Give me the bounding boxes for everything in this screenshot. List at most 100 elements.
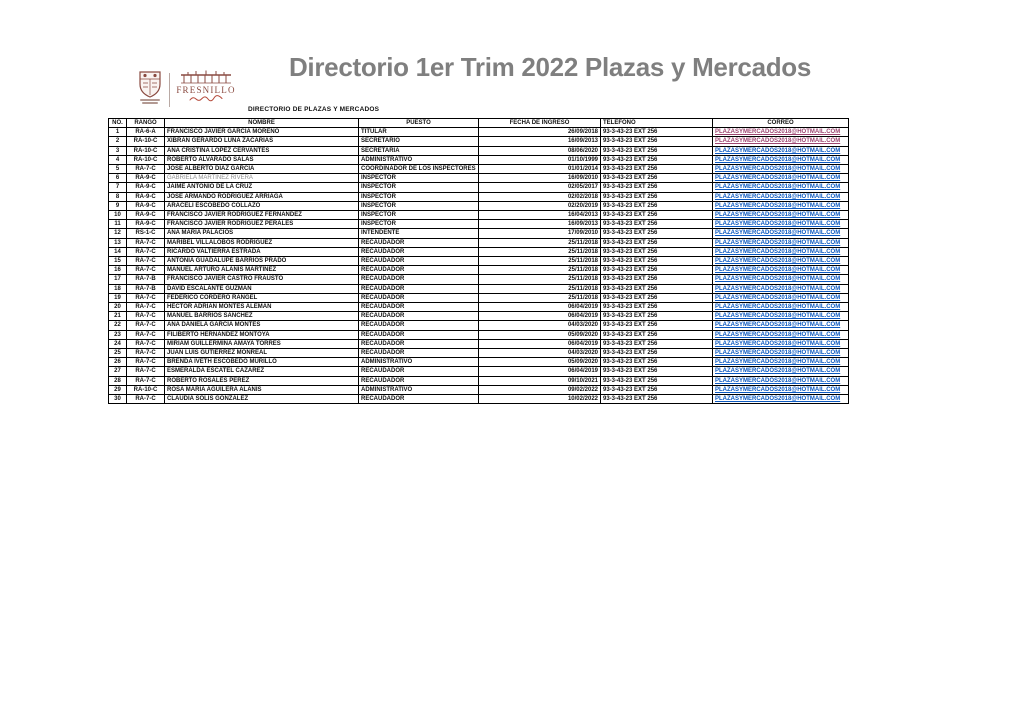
cell-puesto: RECAUDADOR: [358, 302, 479, 313]
cell-rango: RA-9-C: [126, 210, 165, 221]
email-link[interactable]: PLAZASYMERCADOS2018@HOTMAIL.COM: [715, 359, 841, 366]
email-link[interactable]: PLAZASYMERCADOS2018@HOTMAIL.COM: [715, 248, 841, 255]
cell-fecha-ingreso: 06/04/2019: [478, 366, 601, 377]
cell-nombre: ROSA MARIA AGUILERA ALANIS: [164, 384, 359, 396]
email-link[interactable]: PLAZASYMERCADOS2018@HOTMAIL.COM: [715, 294, 841, 301]
cell-telefono: 93-3-43-23 EXT 256: [600, 366, 713, 377]
cell-fecha-ingreso: 08/06/2020: [478, 145, 601, 156]
cell-rango: RA-9-C: [126, 200, 165, 212]
cell-rango: RA-7-C: [126, 246, 165, 258]
cell-telefono: 93-3-43-23 EXT 256: [600, 283, 713, 294]
cell-rango: RA-7-C: [126, 237, 165, 248]
email-link[interactable]: PLAZASYMERCADOS2018@HOTMAIL.COM: [715, 340, 841, 347]
cell-rango: RA-7-C: [126, 311, 165, 322]
cell-telefono: 93-3-43-23 EXT 256: [600, 164, 713, 175]
email-link[interactable]: PLAZASYMERCADOS2018@HOTMAIL.COM: [715, 129, 841, 136]
email-link[interactable]: PLAZASYMERCADOS2018@HOTMAIL.COM: [715, 304, 841, 311]
email-link[interactable]: PLAZASYMERCADOS2018@HOTMAIL.COM: [715, 368, 841, 375]
cell-puesto: INSPECTOR: [358, 191, 479, 202]
email-link[interactable]: PLAZASYMERCADOS2018@HOTMAIL.COM: [715, 147, 841, 154]
cell-fecha-ingreso: 06/04/2019: [478, 311, 601, 322]
cell-no: 20: [108, 302, 127, 313]
cell-no: 1: [108, 127, 127, 138]
email-link[interactable]: PLAZASYMERCADOS2018@HOTMAIL.COM: [715, 239, 841, 246]
email-link[interactable]: PLAZASYMERCADOS2018@HOTMAIL.COM: [715, 202, 841, 209]
cell-no: 5: [108, 164, 127, 175]
table-header-row: NO. RANGO NOMBRE PUESTO FECHA DE INGRESO TELE…: [108, 117, 849, 129]
table-row: 12 RS-1-C ANA MARIA PALACIOS INTENDENTE 17/0…: [108, 228, 849, 239]
table-row: 20 RA-7-C HECTOR ADRIAN MONTES ALEMAN RECAU…: [108, 302, 849, 313]
cell-correo: PLAZASYMERCADOS2018@HOTMAIL.COM: [712, 384, 849, 396]
cell-no: 28: [108, 375, 127, 386]
cell-telefono: 93-3-43-23 EXT 256: [600, 384, 713, 396]
cell-fecha-ingreso: 09/10/2021: [478, 375, 601, 386]
cell-telefono: 93-3-43-23 EXT 256: [600, 265, 713, 276]
email-link[interactable]: PLAZASYMERCADOS2018@HOTMAIL.COM: [715, 386, 841, 393]
cell-fecha-ingreso: 16/09/2010: [478, 173, 601, 184]
cell-puesto: RECAUDADOR: [358, 265, 479, 276]
table-row: 29 RA-10-C ROSA MARIA AGUILERA ALANIS ADMIN…: [108, 384, 849, 396]
cell-rango: RS-1-C: [126, 228, 165, 239]
cell-correo: PLAZASYMERCADOS2018@HOTMAIL.COM: [712, 320, 849, 331]
cell-no: 7: [108, 182, 127, 193]
email-link[interactable]: PLAZASYMERCADOS2018@HOTMAIL.COM: [715, 156, 841, 163]
cell-correo: PLAZASYMERCADOS2018@HOTMAIL.COM: [712, 200, 849, 212]
cell-fecha-ingreso: 16/09/2013: [478, 219, 601, 230]
cell-puesto: RECAUDADOR: [358, 348, 479, 359]
cell-correo: PLAZASYMERCADOS2018@HOTMAIL.COM: [712, 145, 849, 156]
email-link[interactable]: PLAZASYMERCADOS2018@HOTMAIL.COM: [715, 193, 841, 200]
email-link[interactable]: PLAZASYMERCADOS2018@HOTMAIL.COM: [715, 184, 841, 191]
email-link[interactable]: PLAZASYMERCADOS2018@HOTMAIL.COM: [715, 285, 841, 292]
cell-no: 16: [108, 265, 127, 276]
cell-nombre: JUAN LUIS GUTIERREZ MONREAL: [164, 348, 359, 359]
cell-rango: RA-10-C: [126, 154, 165, 166]
email-link[interactable]: PLAZASYMERCADOS2018@HOTMAIL.COM: [715, 230, 841, 237]
cell-nombre: JOSE ALBERTO DIAZ GARCIA: [164, 164, 359, 175]
email-link[interactable]: PLAZASYMERCADOS2018@HOTMAIL.COM: [715, 396, 841, 403]
table-row: 3 RA-10-C ANA CRISTINA LOPEZ CERVANTES SECR…: [108, 145, 849, 156]
page-title: Directorio 1er Trim 2022 Plazas y Mercad…: [288, 52, 812, 82]
cell-puesto: COORDINADOR DE LOS INSPECTORES: [358, 164, 479, 175]
email-link[interactable]: PLAZASYMERCADOS2018@HOTMAIL.COM: [715, 322, 841, 329]
email-link[interactable]: PLAZASYMERCADOS2018@HOTMAIL.COM: [715, 175, 841, 182]
cell-fecha-ingreso: 06/04/2019: [478, 338, 601, 350]
cell-telefono: 93-3-43-23 EXT 256: [600, 154, 713, 166]
email-link[interactable]: PLAZASYMERCADOS2018@HOTMAIL.COM: [715, 138, 841, 145]
email-link[interactable]: PLAZASYMERCADOS2018@HOTMAIL.COM: [715, 377, 841, 384]
cell-correo: PLAZASYMERCADOS2018@HOTMAIL.COM: [712, 394, 849, 405]
cell-puesto: RECAUDADOR: [358, 394, 479, 405]
email-link[interactable]: PLAZASYMERCADOS2018@HOTMAIL.COM: [715, 313, 841, 320]
cell-nombre: ANA CRISTINA LOPEZ CERVANTES: [164, 145, 359, 156]
cell-nombre: MARIBEL VILLALOBOS RODRIGUEZ: [164, 237, 359, 248]
email-link[interactable]: PLAZASYMERCADOS2018@HOTMAIL.COM: [715, 350, 841, 357]
cell-fecha-ingreso: 02/20/2019: [478, 200, 601, 212]
cell-correo: PLAZASYMERCADOS2018@HOTMAIL.COM: [712, 338, 849, 350]
email-link[interactable]: PLAZASYMERCADOS2018@HOTMAIL.COM: [715, 331, 841, 338]
cell-puesto: INSPECTOR: [358, 173, 479, 184]
email-link[interactable]: PLAZASYMERCADOS2018@HOTMAIL.COM: [715, 212, 841, 219]
cell-fecha-ingreso: 25/11/2018: [478, 274, 601, 285]
cell-rango: RA-7-C: [126, 329, 165, 340]
cell-rango: RA-6-A: [126, 127, 165, 138]
email-link[interactable]: PLAZASYMERCADOS2018@HOTMAIL.COM: [715, 258, 841, 265]
email-link[interactable]: PLAZASYMERCADOS2018@HOTMAIL.COM: [715, 166, 841, 173]
cell-no: 23: [108, 329, 127, 340]
cell-puesto: SECRETARIO: [358, 136, 479, 147]
cell-no: 2: [108, 136, 127, 147]
cell-no: 21: [108, 311, 127, 322]
email-link[interactable]: PLAZASYMERCADOS2018@HOTMAIL.COM: [715, 267, 841, 274]
cell-rango: RA-9-C: [126, 219, 165, 230]
cell-nombre: FRANCISCO JAVIER CASTRO FRAUSTO: [164, 274, 359, 285]
column-header-nombre: NOMBRE: [164, 117, 359, 129]
cell-puesto: INSPECTOR: [358, 210, 479, 221]
cell-rango: RA-9-C: [126, 173, 165, 184]
email-link[interactable]: PLAZASYMERCADOS2018@HOTMAIL.COM: [715, 221, 841, 228]
cell-fecha-ingreso: 06/04/2019: [478, 302, 601, 313]
cell-correo: PLAZASYMERCADOS2018@HOTMAIL.COM: [712, 191, 849, 202]
email-link[interactable]: PLAZASYMERCADOS2018@HOTMAIL.COM: [715, 276, 841, 283]
cell-telefono: 93-3-43-23 EXT 256: [600, 191, 713, 202]
cell-correo: PLAZASYMERCADOS2018@HOTMAIL.COM: [712, 127, 849, 138]
cell-telefono: 93-3-43-23 EXT 256: [600, 127, 713, 138]
cell-rango: RA-7-C: [126, 357, 165, 368]
cell-fecha-ingreso: 05/09/2020: [478, 357, 601, 368]
